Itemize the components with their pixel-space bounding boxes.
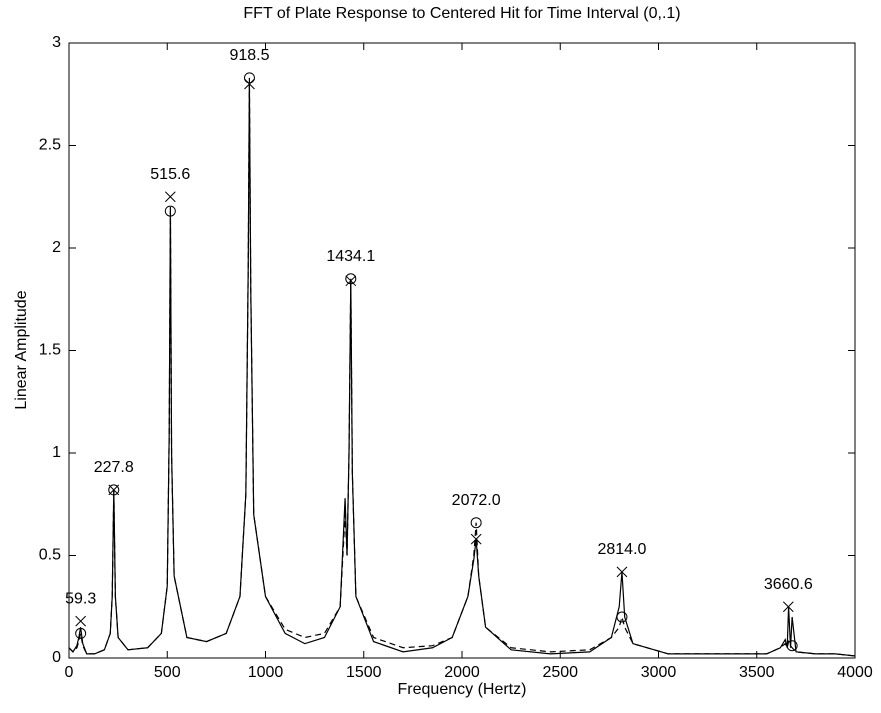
y-axis-label: Linear Amplitude [13,290,30,409]
circle-marker [616,611,628,623]
y-tick-label: 2.5 [39,137,61,154]
circle-marker [75,627,87,639]
peak-label: 515.6 [150,166,190,183]
peak-label: 3660.6 [764,576,813,593]
cross-marker [345,275,357,287]
chart-title: FFT of Plate Response to Centered Hit fo… [243,5,680,22]
circle-marker [243,72,255,84]
peak-label: 2072.0 [452,492,501,509]
x-tick-label: 3000 [641,664,677,681]
circle-marker [108,484,120,496]
circle-marker [786,640,798,652]
cross-marker [782,601,794,613]
circle-marker [470,517,482,529]
circle-marker [345,273,357,285]
x-tick-label: 4000 [837,664,873,681]
y-tick-label: 2 [52,239,61,256]
y-tick-label: 1 [52,444,61,461]
x-tick-label: 500 [154,664,181,681]
x-tick-label: 1500 [346,664,382,681]
cross-marker [470,533,482,545]
plot-frame [68,42,856,659]
peak-label: 2814.0 [597,541,646,558]
peak-label: 227.8 [94,459,134,476]
peak-label: 1434.1 [326,248,375,265]
cross-marker [164,191,176,203]
x-axis-label: Frequency (Hertz) [398,681,527,698]
peak-label: 59.3 [65,590,96,607]
cross-marker [75,615,87,627]
x-tick-label: 1000 [248,664,284,681]
spectrum-line [68,77,856,657]
y-tick-label: 1.5 [39,342,61,359]
peak-label: 918.5 [229,47,269,64]
cross-marker [616,566,628,578]
cross-marker [244,78,255,90]
x-tick-label: 2500 [542,664,578,681]
y-tick-label: 0.5 [39,547,61,564]
circle-marker [164,205,176,217]
x-tick-label: 2000 [444,664,480,681]
y-tick-label: 0 [52,649,61,666]
x-tick-label: 0 [65,664,74,681]
y-tick-label: 3 [52,34,61,51]
x-tick-label: 3500 [739,664,775,681]
